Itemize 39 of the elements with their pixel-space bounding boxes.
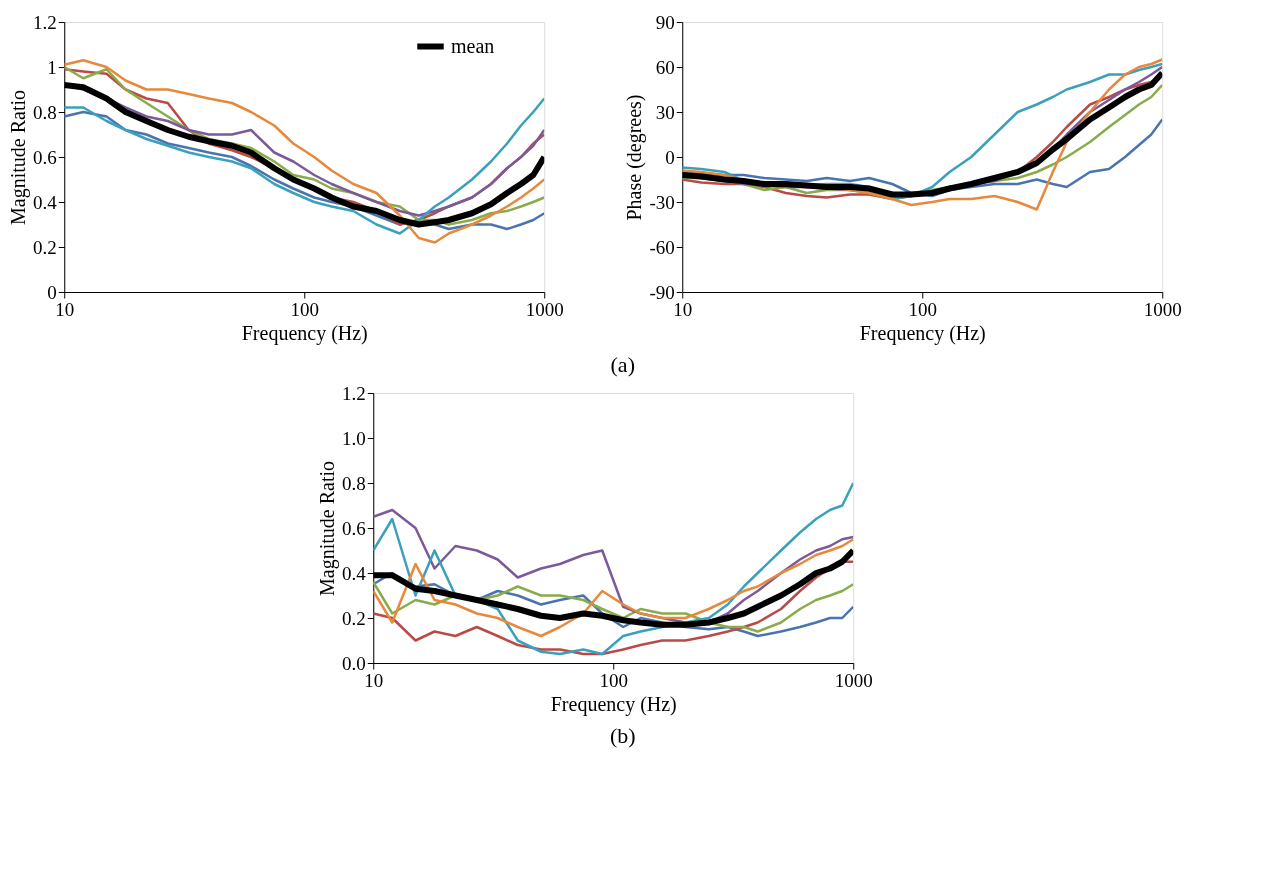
text: (b)	[609, 723, 636, 748]
x-axis-title: Frequency (Hz)	[241, 321, 368, 345]
x-axis-title: Frequency (Hz)	[550, 692, 677, 716]
y-tick-label: 1	[47, 56, 57, 78]
y-tick-label: 0.6	[342, 517, 366, 539]
y-tick-label: 1.2	[342, 382, 366, 404]
y-tick-label: -60	[649, 236, 675, 258]
y-tick-label: 0	[665, 146, 675, 168]
y-tick-label: 0.4	[342, 562, 367, 584]
y-tick-label: -30	[649, 191, 675, 213]
y-tick-label: 0.6	[33, 146, 57, 168]
x-tick-label: 100	[908, 298, 937, 320]
y-tick-label: 90	[655, 11, 675, 33]
y-axis-title: Magnitude Ratio	[7, 90, 30, 225]
y-axis-title: Phase (degrees)	[623, 94, 647, 221]
y-tick-label: 0.0	[342, 652, 366, 674]
y-tick-label: 0.2	[33, 236, 57, 258]
x-tick-label: 10	[364, 669, 384, 691]
y-tick-label: 0.8	[33, 101, 57, 123]
x-axis-title: Frequency (Hz)	[859, 321, 986, 345]
y-tick-label: 1.0	[342, 427, 366, 449]
y-tick-label: 0.4	[33, 191, 58, 213]
y-tick-label: 0.2	[342, 607, 366, 629]
x-tick-label: 10	[55, 298, 75, 320]
x-tick-label: 10	[673, 298, 693, 320]
x-tick-label: 1000	[525, 298, 564, 320]
y-tick-label: 0.8	[342, 472, 366, 494]
y-tick-label: 60	[655, 56, 675, 78]
x-tick-label: 100	[290, 298, 319, 320]
text: (a)	[610, 352, 635, 377]
x-tick-label: 1000	[834, 669, 873, 691]
legend-label: mean	[451, 34, 495, 57]
y-tick-label: 0	[47, 281, 57, 303]
y-tick-label: -90	[649, 281, 675, 303]
y-axis-title: Magnitude Ratio	[316, 461, 339, 596]
y-tick-label: 30	[655, 101, 675, 123]
x-tick-label: 1000	[1143, 298, 1182, 320]
y-tick-label: 1.2	[33, 11, 57, 33]
x-tick-label: 100	[599, 669, 628, 691]
